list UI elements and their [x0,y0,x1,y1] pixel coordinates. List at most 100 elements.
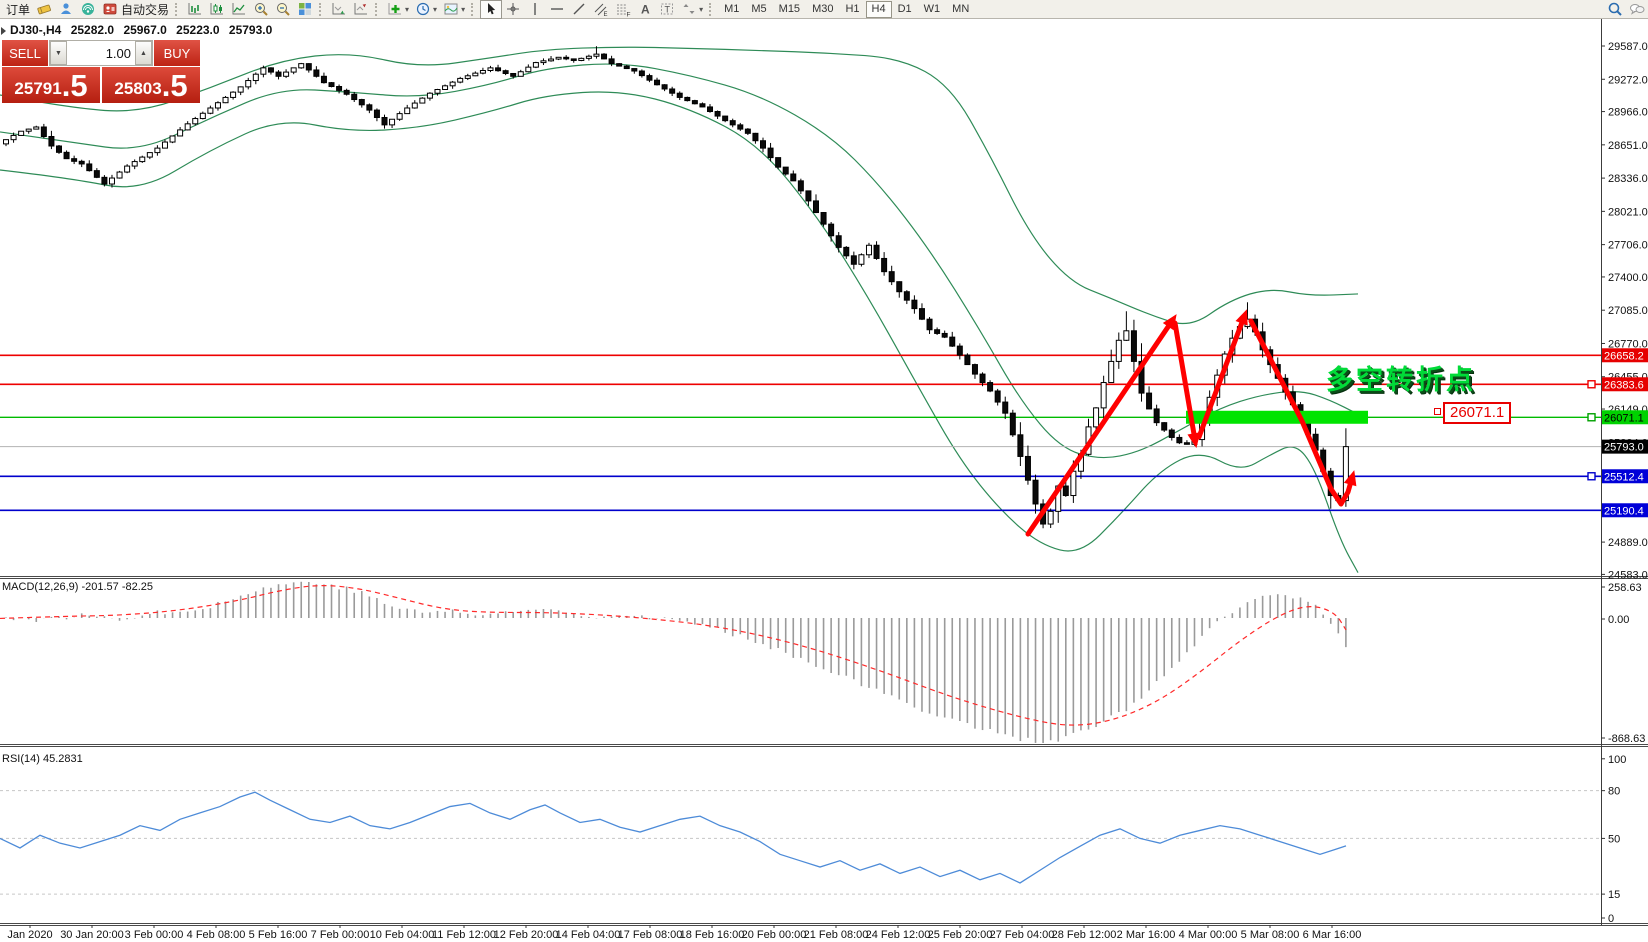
zigzag-segment[interactable] [1248,318,1355,507]
timeframe-h4[interactable]: H4 [865,0,892,18]
bollinger-upper [0,46,1359,325]
ind-up-icon [354,3,368,15]
trend-zigzag-arrows[interactable] [1025,309,1357,537]
add-indicator-button[interactable]: ▾ [384,0,412,19]
text-button[interactable]: A [634,0,656,19]
fibonacci-button[interactable]: F [612,0,634,19]
macd-tick-label: 258.63 [1608,582,1642,594]
chevron-down-icon[interactable]: ▾ [461,4,466,14]
horizontal-line-button[interactable] [546,0,568,19]
volume-decrease-button[interactable]: ▼ [50,41,67,65]
volume-increase-button[interactable]: ▲ [135,41,152,65]
timeframe-mn[interactable]: MN [952,2,970,15]
indicator-window-button[interactable] [328,0,350,19]
add-icon [388,3,402,15]
price-tick-label: 27085.0 [1608,305,1648,317]
line-handle[interactable] [1587,413,1596,422]
time-tick-label: 27 Feb 04:00 [990,929,1055,941]
zigzag-segment[interactable] [1172,320,1198,443]
buy-button[interactable]: BUY [154,40,200,66]
price-tag-handle[interactable] [1434,408,1441,415]
chat-icon-button[interactable] [1626,0,1648,19]
timeframe-m30[interactable]: M30 [812,2,834,15]
zigzag-segment[interactable] [1196,314,1247,440]
toolbar-separator [319,2,324,16]
bollinger-lower [0,91,1359,573]
zoom-in-button[interactable] [250,0,272,19]
cursor-button[interactable] [480,0,503,19]
new-order-button[interactable]: 订单 [1,0,33,19]
price-tick-label: 24889.0 [1608,537,1648,549]
time-tick-label: 28 Feb 12:00 [1052,929,1117,941]
volume-field[interactable]: 1.00 [105,45,131,61]
time-tick-label: 5 Feb 16:00 [249,929,308,941]
tile-windows-button[interactable] [294,0,316,19]
macd-tick-label: -868.63 [1608,733,1645,745]
arrows-button[interactable]: ▾ [678,0,706,19]
chevron-down-icon[interactable]: ▾ [405,4,410,14]
drawn-objects[interactable] [1186,380,1596,481]
template-icon [444,3,458,15]
vertical-line-button[interactable] [524,0,546,19]
time-tick-label: 12 Feb 20:00 [494,929,559,941]
cursor-icon [488,3,496,15]
time-tick-label: 25 Feb 20:00 [928,929,993,941]
timeframe-m15[interactable]: M15 [778,2,801,15]
indicator-list-button[interactable] [350,0,372,19]
candle-chart-button[interactable] [206,0,228,19]
timeframe-d1[interactable]: D1 [897,2,912,15]
turning-point-annotation[interactable]: 多空转折点 [1326,365,1476,395]
time-tick-label: 3 Feb 00:00 [125,929,184,941]
trend-icon [573,3,585,15]
turning-point-level-bar[interactable] [1186,410,1368,424]
periods-button[interactable]: ▾ [412,0,440,19]
timeframe-w1[interactable]: W1 [923,2,941,15]
search-icon-button[interactable] [1604,0,1626,19]
text-label-button[interactable]: T [656,0,678,19]
price-tick-label: 28336.0 [1608,173,1648,185]
signals-icon-button[interactable] [77,0,99,19]
price-line-label: 26658.2 [1604,350,1644,362]
price-line-label: 26383.6 [1604,379,1644,391]
zoom-out-button[interactable] [272,0,294,19]
svg-text:T: T [665,5,671,15]
svg-text:E: E [604,12,608,17]
template-button[interactable]: ▾ [440,0,468,19]
candles-icon [210,3,224,15]
search-icon [1608,2,1622,16]
algo-trading-button[interactable]: 自动交易 [99,0,172,19]
signals-icon [82,3,95,15]
timeframe-h1[interactable]: H1 [845,2,860,15]
tile-icon [299,3,312,15]
price-line-label: 26071.1 [1604,412,1644,424]
channel-button[interactable]: E [590,0,612,19]
price-line-label: 25793.0 [1604,442,1644,454]
bollinger-bands [0,46,1359,573]
timeframe-m1[interactable]: M1 [724,2,740,15]
price-tick-label: 27400.0 [1608,272,1648,284]
sell-button[interactable]: SELL [2,40,48,66]
timeframe-m5[interactable]: M5 [751,2,767,15]
time-tick-label: 2 Mar 16:00 [1117,929,1176,941]
ticket-icon-button[interactable] [33,0,55,19]
algo-trading-button-label: 自动交易 [121,2,170,17]
buy-price[interactable]: 25803.5 [102,67,200,103]
trendline-button[interactable] [568,0,590,19]
ohlc-header: DJ30-,H4 25282.0 25967.0 25223.0 25793.0 [10,23,278,37]
high-value: 25967.0 [123,23,167,37]
time-tick-label: 5 Mar 08:00 [1241,929,1300,941]
toolbar-right-icons [1604,0,1648,19]
chevron-down-icon[interactable]: ▾ [699,4,704,14]
bar-chart-button[interactable] [184,0,206,19]
price-tag-label[interactable]: 26071.1 [1443,402,1512,424]
crosshair-icon [507,3,520,15]
line-handle[interactable] [1587,472,1596,481]
chevron-down-icon[interactable]: ▾ [433,4,438,14]
line-handle[interactable] [1587,380,1596,389]
crosshair-button[interactable] [502,0,524,19]
community-icon-button[interactable] [55,0,77,19]
sell-price[interactable]: 25791.5 [2,67,100,103]
line-chart-button[interactable] [228,0,250,19]
community-icon [61,3,72,14]
zigzag-segment[interactable] [1025,318,1175,537]
